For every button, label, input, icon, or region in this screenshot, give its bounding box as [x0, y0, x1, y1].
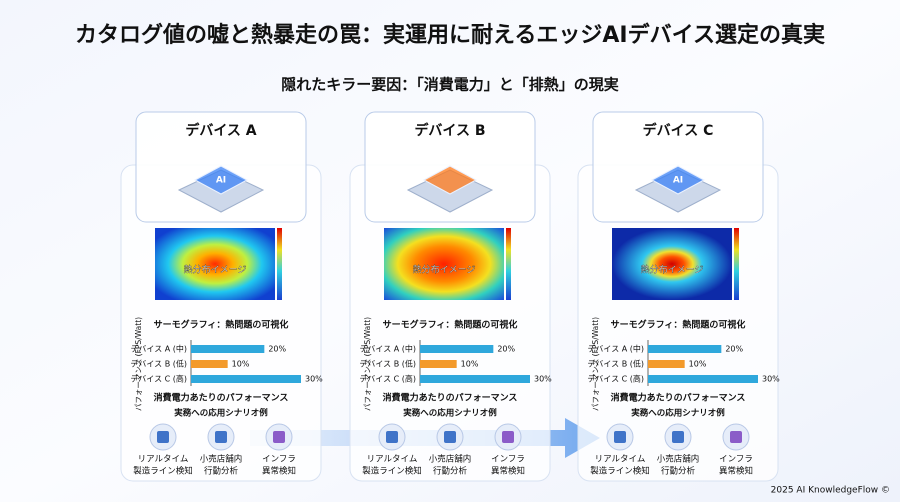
chip-label: AI: [673, 176, 683, 186]
chart-caption: 消費電力あたりのパフォーマンス: [383, 392, 518, 404]
scenario-label: インフラ: [262, 455, 296, 465]
bar: [648, 360, 685, 368]
scenario-icon-glyph: [273, 431, 285, 443]
category-label: デバイス C (高): [359, 374, 416, 384]
scenario-label: インフラ: [491, 455, 525, 465]
heatmap: [612, 228, 732, 300]
scenario-icon-glyph: [444, 431, 456, 443]
category-label: デバイス C (高): [130, 374, 187, 384]
scenario-icon-glyph: [386, 431, 398, 443]
scenario-label: リアルタイム: [138, 455, 189, 465]
scenario-label: 異常検知: [719, 466, 753, 477]
category-label: デバイス B (低): [587, 359, 644, 369]
scenario-label: 小売店舗内: [200, 454, 243, 465]
bar: [191, 375, 301, 383]
scenario-icon-glyph: [157, 431, 169, 443]
scenario-label: 小売店舗内: [657, 454, 700, 465]
chart-caption: 消費電力あたりのパフォーマンス: [611, 392, 746, 404]
chart-caption: 消費電力あたりのパフォーマンス: [154, 392, 289, 404]
scenario-label: リアルタイム: [595, 455, 646, 465]
title: カタログ値の嘘と熱暴走の罠：実運用に耐えるエッジAIデバイス選定の真実: [75, 22, 825, 48]
bar: [648, 375, 758, 383]
panel-name: デバイス B: [414, 122, 485, 139]
heatmap-caption: サーモグラフィ：熱問題の可視化: [611, 319, 746, 331]
heatmap-scale: [734, 228, 739, 300]
panel-name: デバイス C: [643, 122, 714, 139]
chip-top: [422, 165, 478, 195]
category-label: デバイス B (低): [130, 359, 187, 369]
scenario-label: 製造ライン検知: [133, 466, 193, 477]
scenario-title: 実務への応用シナリオ例: [174, 408, 268, 419]
scenario-label: 異常検知: [262, 466, 296, 477]
heatmap: [155, 228, 275, 300]
subtitle: 隠れたキラー要因：「消費電力」と「排熱」の現実: [281, 76, 619, 94]
y-axis-label: パフォーマンス (FPS/Watt): [363, 317, 372, 411]
scenario-label: リアルタイム: [367, 455, 418, 465]
category-label: デバイス C (高): [587, 374, 644, 384]
scenario-label: 行動分析: [433, 466, 468, 477]
heatmap-label: 熱分布イメージ: [184, 264, 247, 276]
heatmap-label: 熱分布イメージ: [641, 264, 704, 276]
category-label: デバイス A (中): [130, 344, 187, 354]
heatmap-caption: サーモグラフィ：熱問題の可視化: [154, 319, 289, 331]
panel-name: デバイス A: [185, 122, 256, 139]
value-label: 20%: [497, 345, 515, 354]
footer: 2025 AI KnowledgeFlow ©: [771, 486, 890, 496]
scenario-icon-glyph: [614, 431, 626, 443]
scenario-label: 異常検知: [491, 466, 525, 477]
chip-top: [193, 165, 249, 195]
value-label: 30%: [534, 375, 552, 384]
category-label: デバイス A (中): [359, 344, 416, 354]
bar: [648, 345, 722, 353]
value-label: 10%: [232, 360, 250, 369]
scenario-icon-glyph: [730, 431, 742, 443]
scenario-label: インフラ: [719, 455, 753, 465]
chip-label: AI: [216, 176, 226, 186]
y-axis-label: パフォーマンス (FPS/Watt): [591, 317, 600, 411]
scenario-icon-glyph: [215, 431, 227, 443]
value-label: 10%: [461, 360, 479, 369]
scenario-icon-glyph: [502, 431, 514, 443]
scenario-label: 製造ライン検知: [362, 466, 422, 477]
scenario-label: 小売店舗内: [429, 454, 472, 465]
heatmap-scale: [277, 228, 282, 300]
bar: [420, 345, 494, 353]
category-label: デバイス A (中): [587, 344, 644, 354]
bar: [191, 345, 265, 353]
heatmap-label: 熱分布イメージ: [413, 264, 476, 276]
heatmap-caption: サーモグラフィ：熱問題の可視化: [383, 319, 518, 331]
bar: [191, 360, 228, 368]
scenario-label: 行動分析: [204, 466, 239, 477]
chip-top: [650, 165, 706, 195]
scenario-icon-glyph: [672, 431, 684, 443]
heatmap-scale: [506, 228, 511, 300]
value-label: 10%: [689, 360, 707, 369]
bar: [420, 375, 530, 383]
category-label: デバイス B (低): [359, 359, 416, 369]
y-axis-label: パフォーマンス (FPS/Watt): [134, 317, 143, 411]
value-label: 30%: [305, 375, 323, 384]
heatmap: [384, 228, 504, 300]
value-label: 20%: [268, 345, 286, 354]
scenario-label: 行動分析: [661, 466, 696, 477]
bar: [420, 360, 457, 368]
value-label: 30%: [762, 375, 780, 384]
value-label: 20%: [725, 345, 743, 354]
scenario-title: 実務への応用シナリオ例: [631, 408, 725, 419]
scenario-title: 実務への応用シナリオ例: [403, 408, 497, 419]
scenario-label: 製造ライン検知: [590, 466, 650, 477]
